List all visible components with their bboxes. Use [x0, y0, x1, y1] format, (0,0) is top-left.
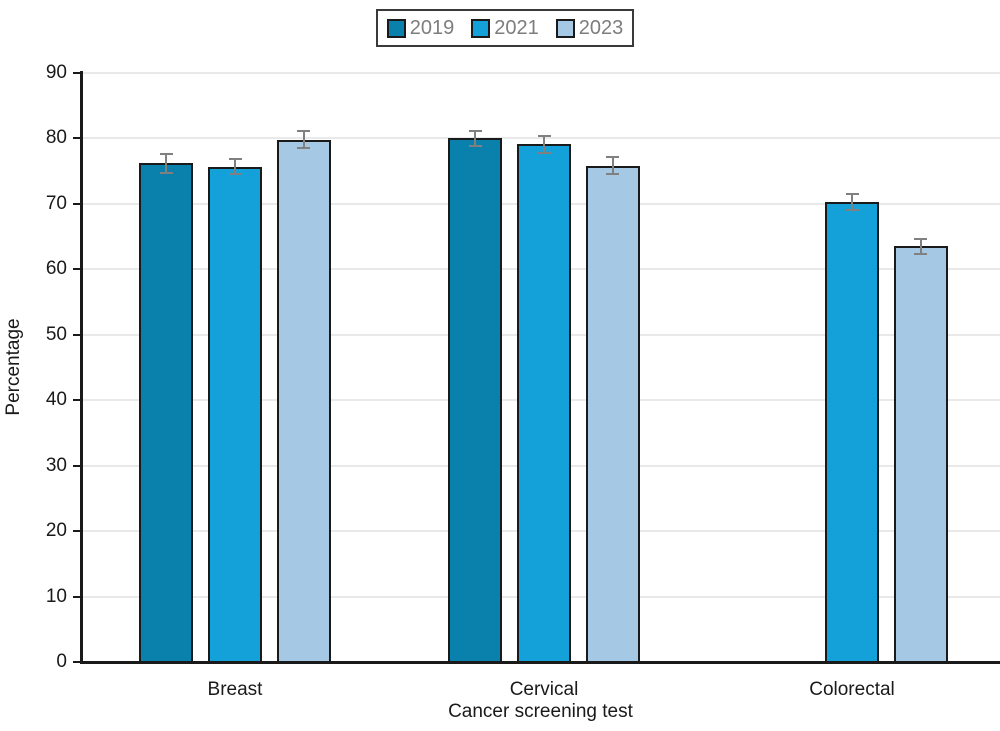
- bar-2023-cervical: [585, 165, 640, 663]
- gridline-90: [81, 72, 1000, 75]
- error-cap-top-2021-cervical: [537, 134, 551, 137]
- error-bar-2019-cervical: [474, 130, 477, 147]
- error-cap-top-2023-cervical: [606, 156, 620, 159]
- error-cap-top-2019-cervical: [468, 129, 482, 132]
- error-bar-2023-colorectal: [919, 238, 922, 255]
- x-axis-title: Cancer screening test: [448, 701, 633, 722]
- y-tick-90: [73, 72, 81, 75]
- legend-label-2021: 2021: [494, 17, 539, 39]
- error-bar-2023-breast: [302, 131, 305, 149]
- y-tick-10: [73, 595, 81, 598]
- y-tick-label-20: 20: [45, 520, 67, 542]
- error-bar-2019-breast: [165, 154, 168, 173]
- error-cap-top-2019-breast: [159, 153, 173, 156]
- bar-2023-colorectal: [893, 246, 948, 663]
- error-cap-bottom-2023-breast: [297, 147, 311, 150]
- y-tick-label-30: 30: [45, 454, 67, 476]
- legend-swatch-2021: [471, 18, 491, 38]
- bar-2023-breast: [276, 139, 331, 663]
- bar-2021-breast: [208, 166, 262, 663]
- x-category-label-breast: Breast: [207, 679, 263, 700]
- legend-item-2019: 2019: [386, 17, 455, 39]
- legend-swatch-2019: [386, 18, 406, 38]
- error-cap-bottom-2021-colorectal: [845, 208, 859, 211]
- error-cap-top-2021-breast: [228, 157, 242, 160]
- error-cap-bottom-2023-colorectal: [914, 253, 928, 256]
- error-cap-top-2021-colorectal: [845, 193, 859, 196]
- bar-2021-cervical: [517, 144, 571, 663]
- y-tick-label-0: 0: [56, 651, 67, 672]
- error-cap-top-2023-colorectal: [914, 237, 928, 240]
- bar-2021-colorectal: [825, 201, 879, 663]
- error-cap-top-2023-breast: [297, 130, 311, 133]
- error-bar-2021-colorectal: [851, 194, 853, 210]
- legend-label-2019: 2019: [409, 17, 455, 39]
- legend-item-2021: 2021: [471, 18, 539, 38]
- legend-label-2023: 2023: [578, 17, 624, 39]
- bar-2019-cervical: [448, 138, 503, 663]
- y-tick-label-90: 90: [45, 62, 67, 84]
- error-cap-bottom-2023-cervical: [606, 173, 620, 176]
- y-tick-label-40: 40: [45, 389, 67, 411]
- error-bar-2021-breast: [234, 158, 236, 175]
- error-bar-2023-cervical: [611, 157, 614, 175]
- x-category-label-colorectal: Colorectal: [809, 679, 895, 700]
- x-category-label-cervical: Cervical: [509, 679, 579, 700]
- gridline-80: [81, 137, 1000, 140]
- y-tick-20: [73, 530, 81, 533]
- y-tick-label-50: 50: [45, 323, 67, 345]
- y-tick-40: [73, 399, 81, 402]
- y-tick-50: [73, 333, 81, 336]
- error-cap-bottom-2019-cervical: [468, 145, 482, 148]
- y-tick-label-80: 80: [45, 127, 67, 149]
- error-cap-bottom-2021-breast: [228, 173, 242, 176]
- error-cap-bottom-2019-breast: [159, 171, 173, 174]
- error-cap-bottom-2021-cervical: [537, 151, 551, 154]
- legend-swatch-2023: [555, 18, 575, 38]
- y-axis-line: [79, 71, 83, 663]
- error-bar-2021-cervical: [543, 135, 545, 153]
- y-axis-title: Percentage: [3, 318, 24, 416]
- y-tick-label-60: 60: [45, 258, 67, 280]
- y-tick-80: [73, 137, 81, 140]
- bar-2019-breast: [139, 163, 194, 663]
- y-tick-label-10: 10: [45, 585, 67, 607]
- y-tick-label-70: 70: [45, 192, 67, 214]
- x-axis-line: [79, 661, 1000, 664]
- y-tick-70: [73, 202, 81, 205]
- legend-item-2023: 2023: [555, 17, 624, 39]
- y-tick-30: [73, 464, 81, 467]
- y-tick-0: [73, 661, 81, 663]
- chart-legend: 2019 2021 2023: [376, 9, 634, 47]
- y-tick-60: [73, 268, 81, 271]
